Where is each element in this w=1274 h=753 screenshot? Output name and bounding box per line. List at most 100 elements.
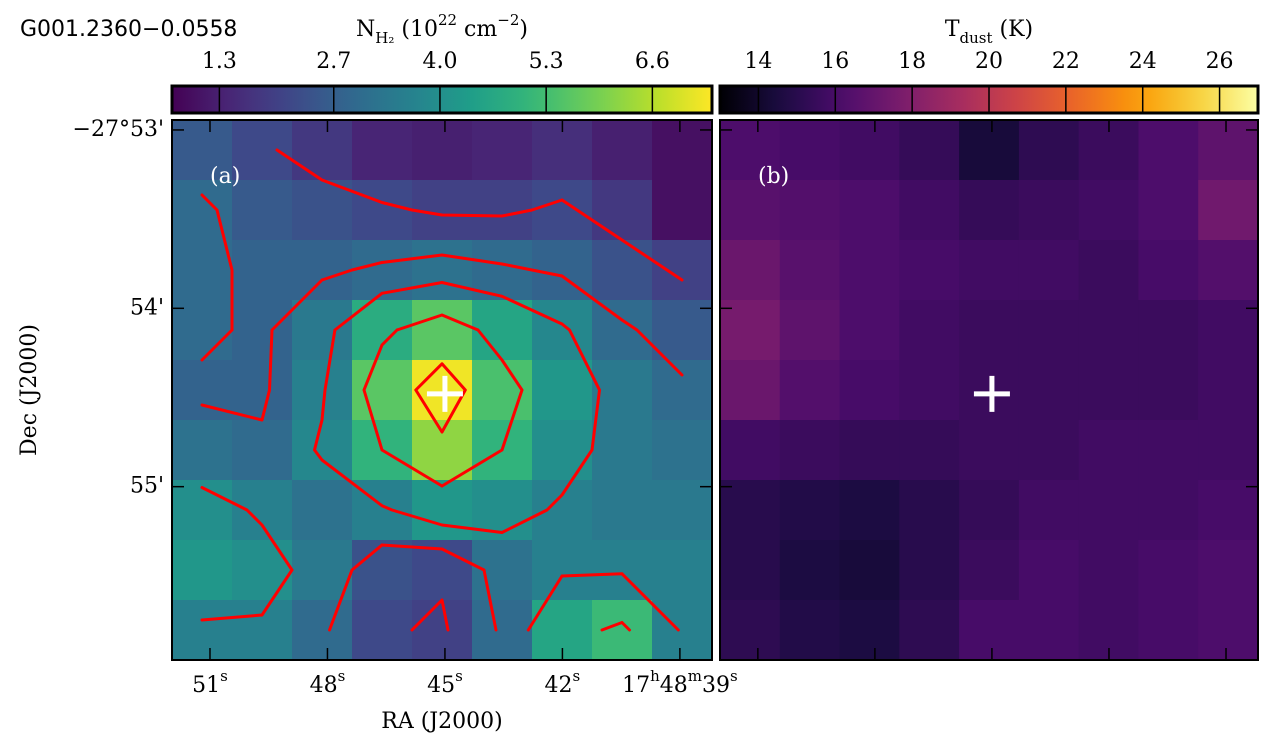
heatmap-cell bbox=[1138, 300, 1199, 361]
text-part: 48 bbox=[660, 673, 688, 698]
heatmap bbox=[720, 120, 1259, 661]
heatmap-cell bbox=[1138, 120, 1199, 181]
text-part: N bbox=[356, 17, 375, 42]
heatmap-cell bbox=[232, 300, 293, 361]
colorbar bbox=[170, 84, 714, 115]
heatmap-cell bbox=[899, 600, 960, 661]
heatmap-cell bbox=[232, 120, 293, 181]
heatmap-cell bbox=[352, 540, 413, 601]
heatmap-cell bbox=[720, 540, 781, 601]
heatmap-cell bbox=[352, 600, 413, 661]
heatmap-cell bbox=[292, 600, 353, 661]
text-part: ) bbox=[519, 17, 528, 42]
x-tick-label: 45s bbox=[427, 667, 463, 698]
heatmap-cell bbox=[412, 120, 473, 181]
heatmap-cell bbox=[592, 540, 653, 601]
heatmap-cell bbox=[899, 240, 960, 301]
heatmap-cell bbox=[959, 600, 1020, 661]
colorbar-label: Tdust (K) bbox=[945, 17, 1033, 47]
heatmap-cell bbox=[899, 180, 960, 241]
heatmap-cell bbox=[1078, 420, 1139, 481]
x-tick-label: 17h48m39s bbox=[622, 667, 738, 698]
heatmap-cell bbox=[959, 120, 1020, 181]
heatmap-cell bbox=[779, 540, 841, 601]
contour bbox=[200, 193, 684, 632]
colorbar-tick-label: 5.3 bbox=[529, 49, 564, 74]
colorbar-tick-label: 1.3 bbox=[202, 49, 237, 74]
heatmap-cell bbox=[232, 240, 293, 301]
figure-title: G001.2360−0.0558 bbox=[20, 17, 237, 42]
heatmap-cell bbox=[1198, 420, 1259, 481]
heatmap-cell bbox=[412, 600, 473, 661]
heatmap-cell bbox=[839, 360, 900, 421]
heatmap-cell bbox=[472, 600, 533, 661]
heatmap-cell bbox=[839, 420, 900, 481]
heatmap-cell bbox=[652, 480, 713, 541]
heatmap-cell bbox=[652, 600, 713, 661]
heatmap-cell bbox=[1138, 240, 1199, 301]
heatmap-cell bbox=[472, 120, 533, 181]
heatmap-cell bbox=[592, 360, 653, 421]
text-part: H₂ bbox=[375, 29, 394, 47]
text-part: s bbox=[730, 667, 738, 685]
heatmap-cell bbox=[779, 300, 841, 361]
text-part: 17 bbox=[622, 673, 650, 698]
heatmap-cell bbox=[720, 300, 781, 361]
heatmap-cell bbox=[899, 420, 960, 481]
heatmap-cell bbox=[652, 240, 713, 301]
heatmap-cell bbox=[1138, 420, 1199, 481]
text-part: s bbox=[455, 667, 463, 685]
heatmap-cell bbox=[1018, 180, 1080, 241]
heatmap-cell bbox=[412, 240, 473, 301]
text-part: 39 bbox=[702, 673, 730, 698]
heatmap-cell bbox=[1138, 540, 1199, 601]
heatmap-cell bbox=[959, 540, 1020, 601]
heatmap-cell bbox=[720, 420, 781, 481]
heatmap-cell bbox=[1018, 600, 1080, 661]
heatmap-cell bbox=[412, 360, 473, 421]
heatmap-cell bbox=[652, 540, 713, 601]
x-tick-label: 48s bbox=[310, 667, 346, 698]
text-part: 45 bbox=[427, 673, 455, 698]
contour bbox=[275, 148, 684, 632]
heatmap-cell bbox=[1018, 300, 1080, 361]
heatmap-cell bbox=[1078, 300, 1139, 361]
text-part: s bbox=[573, 667, 581, 685]
heatmap-cell bbox=[1018, 360, 1080, 421]
heatmap-cell bbox=[232, 600, 293, 661]
heatmap-cell bbox=[839, 180, 900, 241]
heatmap-cell bbox=[720, 240, 781, 301]
heatmap-cell bbox=[959, 240, 1020, 301]
heatmap-cell bbox=[412, 300, 473, 361]
text-part: (10 bbox=[394, 17, 438, 42]
heatmap-cell bbox=[232, 540, 293, 601]
heatmap-cell bbox=[172, 540, 233, 601]
heatmap-cell bbox=[839, 240, 900, 301]
heatmap-cell bbox=[172, 600, 233, 661]
heatmap-cell bbox=[779, 240, 841, 301]
heatmap-cell bbox=[472, 180, 533, 241]
heatmap-cell bbox=[352, 120, 413, 181]
heatmap bbox=[172, 120, 713, 661]
heatmap-cell bbox=[1138, 180, 1199, 241]
heatmap-cell bbox=[532, 540, 593, 601]
heatmap-cell bbox=[899, 360, 960, 421]
text-part: dust bbox=[960, 29, 993, 47]
heatmap-cell bbox=[292, 300, 353, 361]
colorbar-tick-label: 18 bbox=[898, 49, 926, 74]
heatmap-cell bbox=[959, 300, 1020, 361]
y-tick-label: 55' bbox=[130, 474, 164, 499]
contour bbox=[414, 362, 467, 434]
colorbar-tick-label: 24 bbox=[1129, 49, 1157, 74]
heatmap-cell bbox=[232, 420, 293, 481]
text-part: −2 bbox=[497, 11, 519, 29]
heatmap-cell bbox=[172, 420, 233, 481]
y-tick-label: −27°53' bbox=[73, 117, 164, 142]
heatmap-cell bbox=[1198, 600, 1259, 661]
heatmap-cell bbox=[592, 420, 653, 481]
heatmap-cell bbox=[1018, 240, 1080, 301]
heatmap-cell bbox=[959, 480, 1020, 541]
heatmap-cell bbox=[1018, 420, 1080, 481]
x-axis-label: RA (J2000) bbox=[381, 709, 502, 734]
heatmap-cell bbox=[652, 360, 713, 421]
